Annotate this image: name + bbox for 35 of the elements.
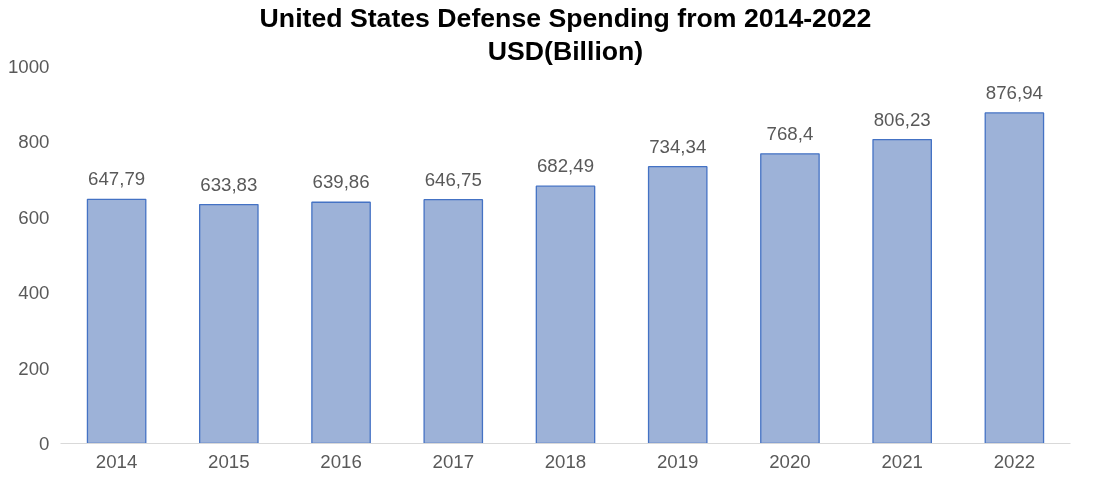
x-tick-label: 2014 xyxy=(95,450,138,472)
bar xyxy=(872,138,932,444)
data-label: 633,83 xyxy=(200,173,258,195)
x-tick-label: 2015 xyxy=(208,450,250,472)
bar xyxy=(199,203,259,444)
data-label: 647,79 xyxy=(88,168,146,190)
y-tick-label: 200 xyxy=(18,357,50,379)
y-tick-label: 0 xyxy=(39,433,50,454)
x-tick-label: 2016 xyxy=(320,450,362,472)
y-tick-label: 1000 xyxy=(8,56,50,77)
data-label: 734,34 xyxy=(649,135,707,157)
bar xyxy=(86,198,147,444)
x-tick-label: 2018 xyxy=(544,450,587,472)
chart-title: United States Defense Spending from 2014-2022 xyxy=(259,2,872,33)
bar xyxy=(647,166,708,444)
data-label: 646,75 xyxy=(424,168,482,190)
x-tick-label: 2017 xyxy=(432,450,475,472)
bar xyxy=(311,201,371,444)
x-tick-label: 2022 xyxy=(993,450,1036,472)
data-label: 876,94 xyxy=(985,81,1043,103)
x-tick-label: 2021 xyxy=(881,450,923,472)
bar xyxy=(760,153,820,444)
bar xyxy=(423,199,484,444)
bar xyxy=(984,112,1045,444)
data-label: 639,86 xyxy=(312,171,370,193)
chart-subtitle: USD(Billion) xyxy=(487,35,644,66)
data-label: 768,4 xyxy=(766,122,814,144)
y-tick-label: 600 xyxy=(18,206,50,228)
data-label: 806,23 xyxy=(873,108,931,130)
data-label: 682,49 xyxy=(536,155,595,177)
y-tick-label: 400 xyxy=(18,282,50,304)
y-tick-label: 800 xyxy=(18,131,50,153)
bar xyxy=(535,185,596,444)
x-tick-label: 2020 xyxy=(769,450,811,472)
x-tick-label: 2019 xyxy=(656,450,699,472)
